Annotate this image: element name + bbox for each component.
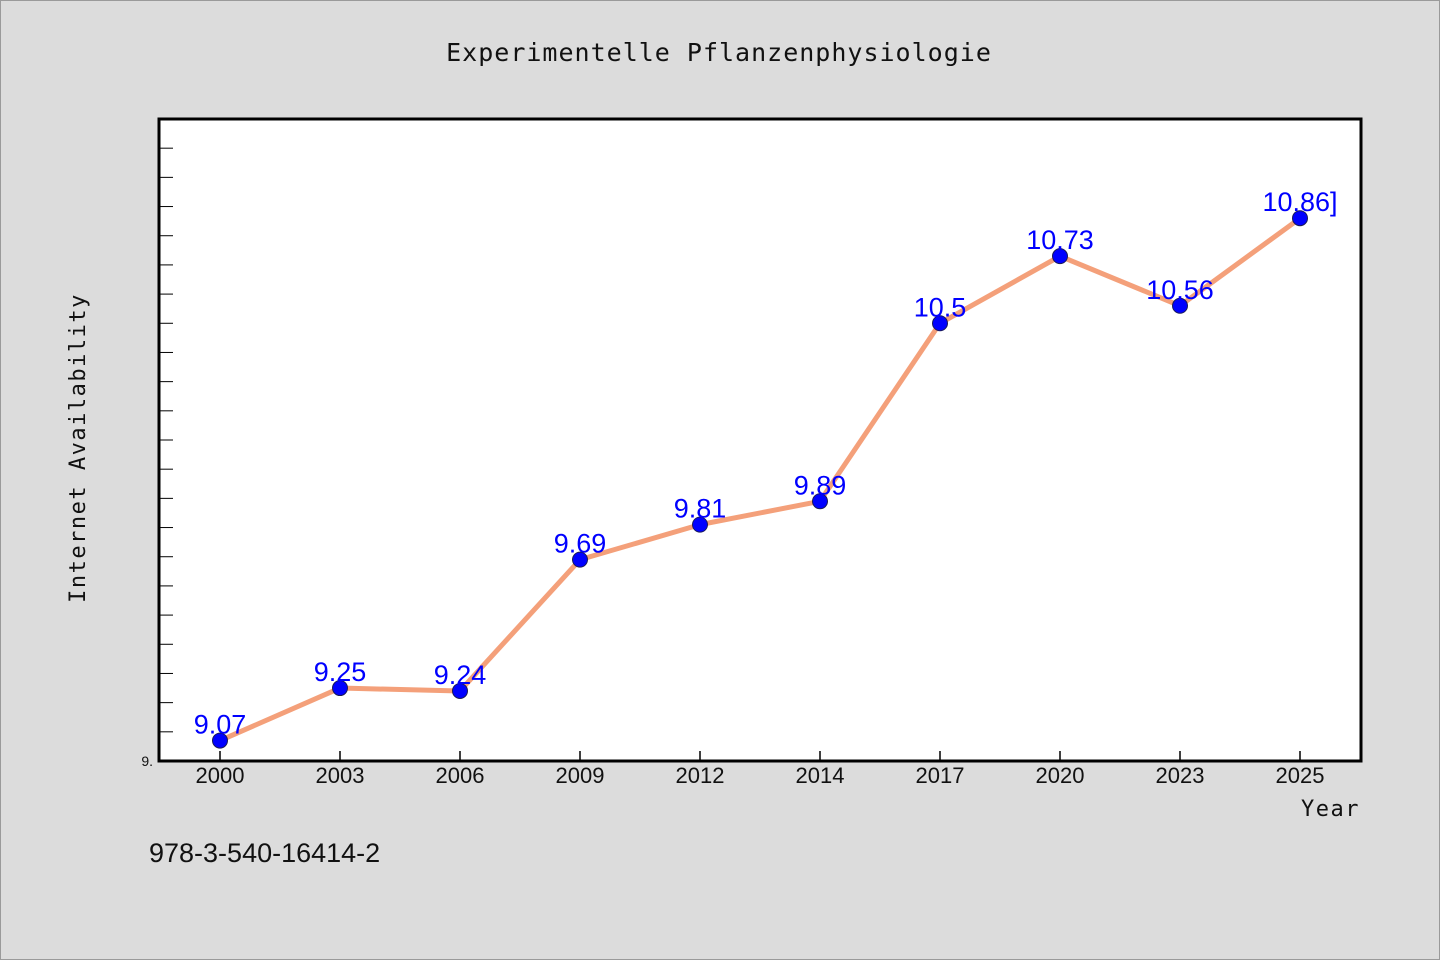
data-label: 9.69 xyxy=(554,529,607,559)
isbn-text: 978-3-540-16414-2 xyxy=(149,838,380,868)
data-point xyxy=(1172,297,1188,314)
x-tick-label: 2014 xyxy=(796,763,845,788)
data-label: 9.81 xyxy=(674,494,727,524)
data-point xyxy=(812,493,828,510)
data-point xyxy=(692,516,708,533)
data-markers xyxy=(212,210,1308,749)
data-point xyxy=(572,551,588,568)
data-label: 10.73 xyxy=(1026,225,1094,255)
y-minor-ticks xyxy=(159,147,173,733)
data-label: 9.07 xyxy=(194,710,247,740)
chart-title: Experimentelle Pflanzenphysiologie xyxy=(446,38,992,67)
x-tick-label: 2000 xyxy=(196,763,245,788)
x-tick-label: 2017 xyxy=(916,763,965,788)
data-point xyxy=(1052,248,1068,265)
data-point xyxy=(932,315,948,332)
x-ticks xyxy=(219,751,1301,761)
x-tick-label: 2003 xyxy=(316,763,365,788)
series-line xyxy=(218,216,1302,743)
data-label: 10.56 xyxy=(1146,275,1214,305)
x-tick-label: 2025 xyxy=(1276,763,1325,788)
x-tick-label: 2009 xyxy=(556,763,605,788)
x-tick-label: 2012 xyxy=(676,763,725,788)
data-label: 10.86] xyxy=(1262,187,1337,217)
y-axis-label: Internet Availability xyxy=(66,293,91,603)
plot-area xyxy=(157,117,1363,763)
x-tick-label: 2006 xyxy=(436,763,485,788)
y-tick-label: 9. xyxy=(141,753,153,769)
data-point xyxy=(332,680,348,697)
x-axis-label: Year xyxy=(1301,797,1360,822)
data-labels: 9.07 9.25 9.24 9.69 9.81 9.89 10.5 10.73 10.56 10… xyxy=(194,187,1338,739)
x-tick-label: 2023 xyxy=(1156,763,1205,788)
data-point xyxy=(1292,210,1308,227)
data-point xyxy=(212,732,228,749)
x-tick-labels: 2000 2003 2006 2009 2012 2014 2017 2020 2023 2025 xyxy=(196,763,1325,788)
data-label: 9.24 xyxy=(434,660,487,690)
data-label: 9.89 xyxy=(794,470,847,500)
data-point xyxy=(452,682,468,699)
data-label: 10.5 xyxy=(914,292,967,322)
x-tick-label: 2020 xyxy=(1036,763,1085,788)
data-label: 9.25 xyxy=(314,657,367,687)
